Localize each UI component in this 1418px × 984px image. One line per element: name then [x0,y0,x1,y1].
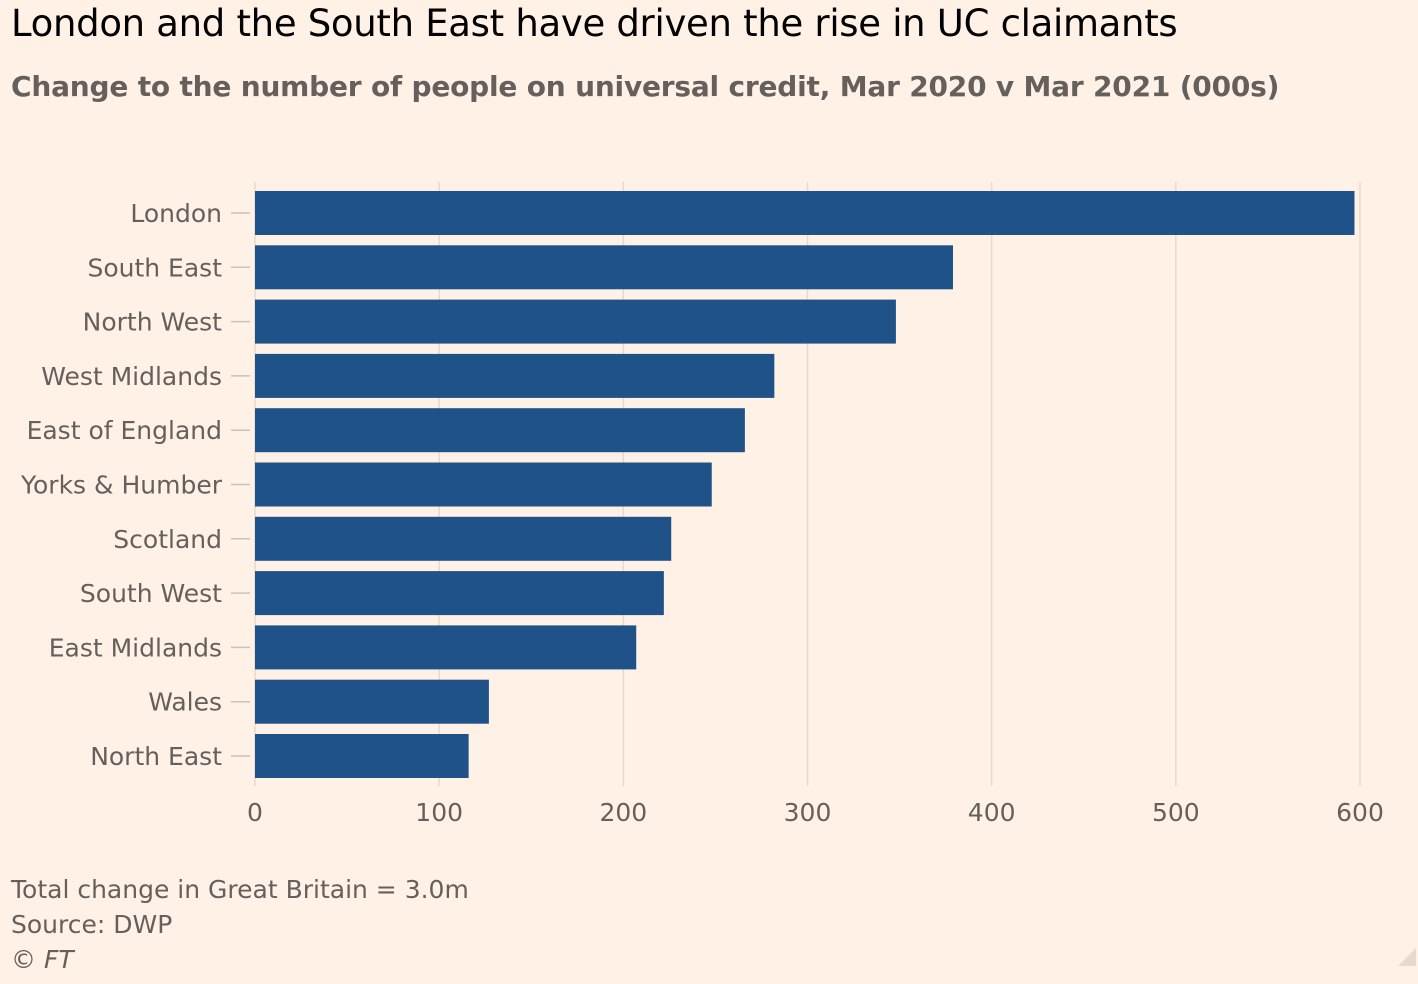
category-label: South East [87,253,222,282]
resize-corner-icon [1398,948,1416,966]
bar [255,571,664,616]
category-label: West Midlands [41,362,222,391]
bar [255,516,672,561]
x-tick-label: 0 [247,798,263,827]
category-label: South West [80,579,222,608]
category-labels: London South East North West West Midlands E… [20,199,250,771]
bar [255,462,712,507]
footer: Total change in Great Britain = 3.0m Sou… [11,872,469,977]
bar [255,679,489,724]
total-note: Total change in Great Britain = 3.0m [11,875,469,904]
x-tick-label: 100 [415,798,463,827]
ft-credit: © FT [11,945,74,974]
chart-subtitle: Change to the number of people on univer… [11,70,1280,103]
category-label: London [130,199,222,228]
x-tick-label: 200 [599,798,647,827]
category-label: Wales [148,688,222,717]
category-label: Yorks & Humber [20,471,223,500]
bar-chart: London South East North West West Midlands E… [20,182,1384,827]
bar [255,245,953,290]
x-tick-label: 300 [784,798,832,827]
x-tick-label: 600 [1336,798,1384,827]
bar [255,625,637,670]
category-label: Scotland [113,525,222,554]
bar [255,191,1355,235]
chart-title: London and the South East have driven th… [11,2,1178,45]
bar [255,353,775,398]
x-tick-label: 400 [968,798,1016,827]
category-label: North West [83,308,223,337]
bar [255,408,745,453]
bars [255,191,1355,778]
bar [255,299,896,344]
x-tick-label: 500 [1152,798,1200,827]
bar [255,734,469,778]
x-axis: 0 100 200 300 400 500 600 [247,798,1384,827]
source-note: Source: DWP [11,910,173,939]
category-label: North East [90,742,222,771]
category-label: East of England [27,416,222,445]
category-label: East Midlands [49,633,222,662]
